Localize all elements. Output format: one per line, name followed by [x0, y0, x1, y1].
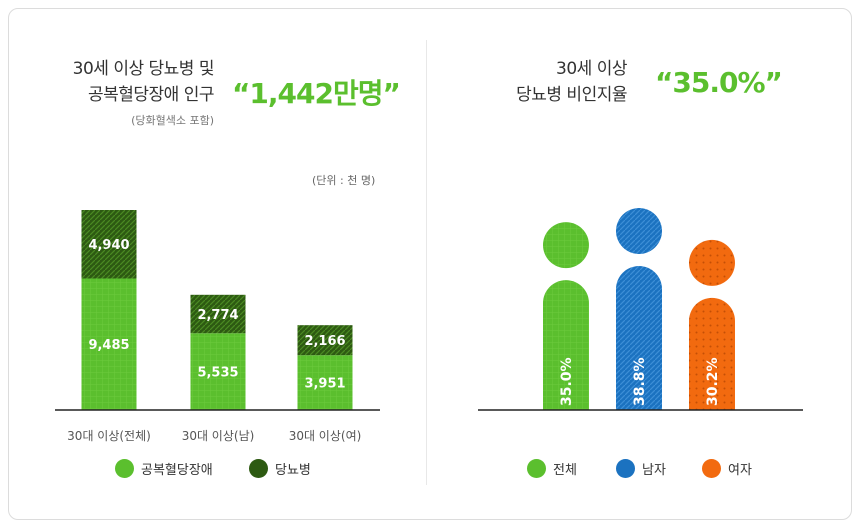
bar-fasting-0: [81, 278, 137, 410]
bar-diabetes-2: [297, 325, 353, 356]
pillar-head-1: [616, 208, 662, 254]
left-title-line1: 30세 이상 당뇨병 및: [72, 59, 215, 79]
bar-diabetes-label-1: 2,774: [197, 308, 238, 323]
bar-diabetes-label-2: 2,166: [304, 334, 345, 349]
bar-fasting-label-2: 3,951: [304, 377, 345, 392]
pillar-label-2: 30.2%: [705, 357, 721, 406]
legend-label-fasting: 공복혈당장애: [141, 463, 213, 478]
pillar-bar-1: [616, 266, 662, 410]
legend-swatch-male: [616, 459, 635, 478]
x-label-female: 30대 이상(여): [288, 429, 362, 443]
left-unit-label: (단위 : 천 명): [312, 174, 376, 187]
legend-label-diabetes: 당뇨병: [275, 463, 311, 478]
bar-fasting-2: [297, 355, 353, 410]
x-label-total: 30대 이상(전체): [67, 429, 151, 443]
legend-item-fasting: 공복혈당장애: [115, 459, 213, 478]
legend-swatch-diabetes: [249, 459, 268, 478]
legend-swatch-female: [702, 459, 721, 478]
legend-item-male: 남자: [616, 459, 666, 478]
bar-fasting-label-1: 5,535: [197, 366, 238, 381]
legend-swatch-fasting: [115, 459, 134, 478]
right-title-line2: 당뇨병 비인지율: [516, 85, 627, 105]
bar-fasting-label-0: 9,485: [88, 338, 129, 353]
legend-swatch-all: [527, 459, 546, 478]
legend-item-female: 여자: [702, 459, 752, 478]
x-label-male: 30대 이상(남): [181, 429, 255, 443]
panel-divider: [426, 40, 427, 485]
bar-fasting-1: [190, 333, 246, 410]
bar-diabetes-0: [81, 210, 137, 279]
pillar-head-0: [543, 222, 589, 269]
right-title-line1: 30세 이상: [556, 59, 627, 79]
legend-label-all: 전체: [553, 463, 577, 478]
legend-label-female: 여자: [728, 463, 752, 478]
pillar-bar-2: [689, 297, 735, 410]
pillar-bar-0: [543, 280, 589, 410]
left-highlight: “1,442만명”: [232, 77, 401, 110]
right-highlight: “35.0%”: [655, 66, 783, 99]
left-title-line2: 공복혈당장애 인구: [87, 85, 215, 105]
left-subtitle: (당화혈색소 포함): [131, 114, 214, 127]
legend-item-diabetes: 당뇨병: [249, 459, 311, 478]
bar-diabetes-1: [190, 294, 246, 334]
pillar-head-2: [689, 239, 735, 286]
legend-item-all: 전체: [527, 459, 577, 478]
pillar-label-1: 38.8%: [632, 357, 648, 406]
pillar-label-0: 35.0%: [559, 357, 575, 406]
legend-label-male: 남자: [642, 463, 666, 478]
bar-diabetes-label-0: 4,940: [88, 238, 129, 253]
